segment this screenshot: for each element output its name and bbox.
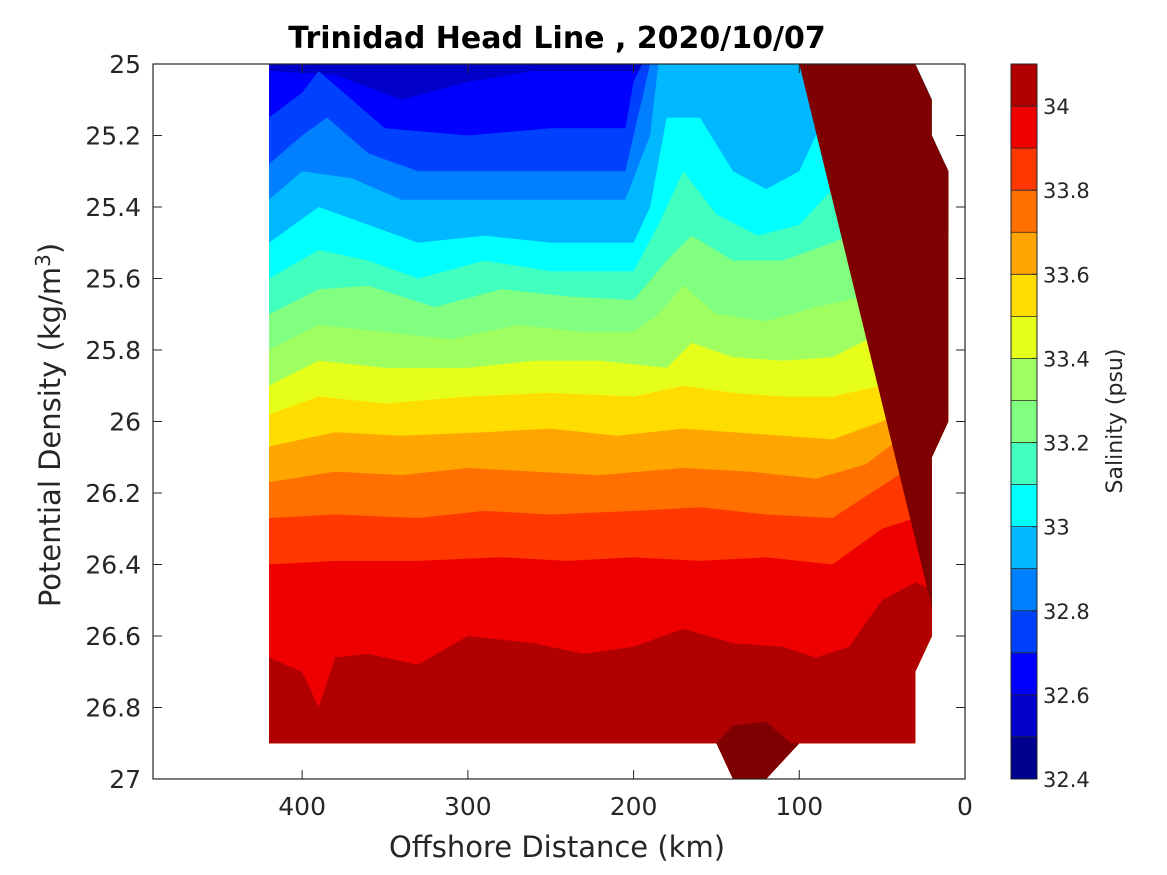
x-tick-label: 400 [278, 792, 326, 821]
colorbar-tick-label: 33.2 [1043, 432, 1090, 456]
colorbar-segment [1011, 694, 1037, 738]
x-tick-label: 300 [444, 792, 492, 821]
contour-band-34.1 [269, 64, 949, 779]
y-tick-label: 25.6 [85, 265, 141, 294]
x-tick-labels: 400 300 200 100 0 [278, 792, 973, 821]
chart-title: Trinidad Head Line , 2020/10/07 [288, 21, 825, 56]
colorbar-segment [1011, 400, 1037, 444]
plot-area [152, 63, 966, 780]
colorbar-segment [1011, 232, 1037, 275]
colorbar-segment [1011, 568, 1037, 612]
y-tick-label: 25.2 [85, 122, 141, 151]
y-axis-label: Potential Density (kg/m3) [31, 243, 67, 607]
colorbar-segment [1011, 148, 1037, 191]
colorbar-label: Salinity (psu) [1103, 349, 1128, 494]
colorbar-tick-label: 32.4 [1043, 768, 1090, 792]
colorbar-segment [1011, 106, 1037, 149]
colorbar-segment [1011, 610, 1037, 654]
y-tick-label: 26.6 [85, 622, 141, 651]
colorbar-segment [1011, 190, 1037, 233]
contour-band-34 [269, 64, 949, 779]
contour-fill-group [269, 64, 949, 779]
colorbar-segment [1011, 736, 1037, 780]
colorbar-tick-label: 33.4 [1043, 347, 1090, 371]
colorbar-tick-label: 33.8 [1043, 179, 1090, 203]
colorbar-tick-label: 33.6 [1043, 263, 1090, 287]
contour-band-33.9 [269, 64, 949, 779]
y-tick-label: 26.2 [85, 479, 141, 508]
colorbar [1010, 63, 1038, 780]
colorbar-tick-label: 32.8 [1043, 600, 1090, 624]
colorbar-segment [1011, 484, 1037, 528]
colorbar-frame [1010, 63, 1038, 780]
y-tick-label: 25 [109, 50, 141, 79]
y-axis-label-main: Potential Density (kg/m [33, 267, 67, 607]
x-axis-label: Offshore Distance (km) [389, 830, 725, 864]
x-tick-label: 0 [957, 792, 973, 821]
y-tick-labels: 25 25.2 25.4 25.6 25.8 26 26.2 26.4 26.6 26.8 27 [85, 50, 141, 794]
colorbar-segment [1011, 274, 1037, 317]
y-tick-label: 25.4 [85, 193, 141, 222]
x-tick-label: 200 [610, 792, 658, 821]
y-tick-label: 26.8 [85, 694, 141, 723]
colorbar-segment [1011, 358, 1037, 401]
colorbar-tick-label: 34 [1043, 95, 1070, 119]
y-tick-label: 26 [109, 408, 141, 437]
x-tick-label: 100 [775, 792, 823, 821]
colorbar-segment [1011, 526, 1037, 570]
plot-frame [152, 63, 966, 780]
colorbar-segment [1011, 652, 1037, 696]
y-tick-label: 26.4 [85, 551, 141, 580]
colorbar-tick-label: 33 [1043, 516, 1070, 540]
colorbar-segment [1011, 316, 1037, 359]
colorbar-segment [1011, 442, 1037, 486]
y-axis-label-superscript: 3 [31, 254, 55, 267]
y-axis-label-suffix: ) [33, 243, 67, 254]
colorbar-tick-labels: 32.4 32.6 32.8 33 33.2 33.4 33.6 33.8 34 [1032, 95, 1090, 792]
y-tick-label: 25.8 [85, 336, 141, 365]
colorbar-segment [1011, 64, 1037, 107]
y-tick-label: 27 [109, 765, 141, 794]
colorbar-tick-label: 32.6 [1043, 684, 1090, 708]
